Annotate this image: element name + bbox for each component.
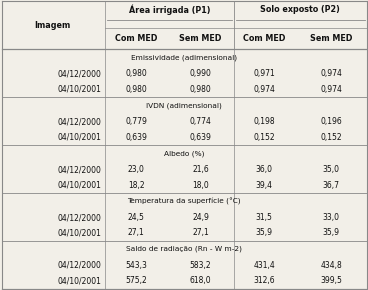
Text: 21,6: 21,6 [192,165,209,174]
Text: 434,8: 434,8 [320,261,342,270]
Text: 04/10/2001: 04/10/2001 [57,229,101,238]
Text: 0,196: 0,196 [320,117,342,126]
Text: 39,4: 39,4 [256,181,273,190]
Text: 399,5: 399,5 [320,276,342,285]
Text: 0,980: 0,980 [125,69,147,78]
Text: Saldo de radiação (Rn - W m-2): Saldo de radiação (Rn - W m-2) [126,246,242,252]
Text: 0,974: 0,974 [253,85,275,94]
Text: 27,1: 27,1 [128,229,145,238]
Text: 04/12/2000: 04/12/2000 [57,69,101,78]
Text: 583,2: 583,2 [190,261,211,270]
Text: 04/10/2001: 04/10/2001 [57,85,101,94]
Text: 04/12/2000: 04/12/2000 [57,213,101,222]
Text: Com MED: Com MED [115,34,158,43]
Text: 35,0: 35,0 [323,165,340,174]
Text: Com MED: Com MED [243,34,286,43]
Text: 431,4: 431,4 [253,261,275,270]
Text: 35,9: 35,9 [256,229,273,238]
Text: 04/12/2000: 04/12/2000 [57,261,101,270]
Text: 33,0: 33,0 [323,213,340,222]
Text: IVDN (adimensional): IVDN (adimensional) [146,102,222,109]
Text: Imagem: Imagem [34,21,70,30]
Text: Albedo (%): Albedo (%) [164,150,204,157]
Text: 35,9: 35,9 [323,229,340,238]
Text: 0,639: 0,639 [190,133,212,142]
Text: 0,198: 0,198 [254,117,275,126]
Text: Emissividade (adimensional): Emissividade (adimensional) [131,54,237,61]
Text: Sem MED: Sem MED [310,34,353,43]
Text: 24,5: 24,5 [128,213,145,222]
Text: 23,0: 23,0 [128,165,145,174]
Text: 0,980: 0,980 [125,85,147,94]
Text: 312,6: 312,6 [254,276,275,285]
Text: 0,974: 0,974 [320,69,342,78]
Text: 24,9: 24,9 [192,213,209,222]
Text: 04/12/2000: 04/12/2000 [57,165,101,174]
Text: 18,2: 18,2 [128,181,145,190]
Text: Solo exposto (P2): Solo exposto (P2) [260,5,340,14]
Text: 36,7: 36,7 [323,181,340,190]
Text: 04/12/2000: 04/12/2000 [57,117,101,126]
Text: 04/10/2001: 04/10/2001 [57,133,101,142]
Text: 0,779: 0,779 [125,117,147,126]
Text: 0,774: 0,774 [190,117,212,126]
Text: 543,3: 543,3 [125,261,147,270]
Text: Sem MED: Sem MED [179,34,222,43]
Text: 575,2: 575,2 [125,276,147,285]
Text: 36,0: 36,0 [256,165,273,174]
Text: 31,5: 31,5 [256,213,273,222]
Text: 618,0: 618,0 [190,276,211,285]
Text: Área irrigada (P1): Área irrigada (P1) [128,5,210,15]
Text: 0,974: 0,974 [320,85,342,94]
Text: 0,971: 0,971 [253,69,275,78]
Text: 0,152: 0,152 [254,133,275,142]
Text: 04/10/2001: 04/10/2001 [57,276,101,285]
Text: 0,990: 0,990 [190,69,212,78]
Text: 04/10/2001: 04/10/2001 [57,181,101,190]
Text: 0,152: 0,152 [321,133,342,142]
Text: 18,0: 18,0 [192,181,209,190]
Text: 0,980: 0,980 [190,85,212,94]
Text: 0,639: 0,639 [125,133,147,142]
Text: 27,1: 27,1 [192,229,209,238]
Text: Temperatura da superfície (°C): Temperatura da superfície (°C) [127,198,241,205]
